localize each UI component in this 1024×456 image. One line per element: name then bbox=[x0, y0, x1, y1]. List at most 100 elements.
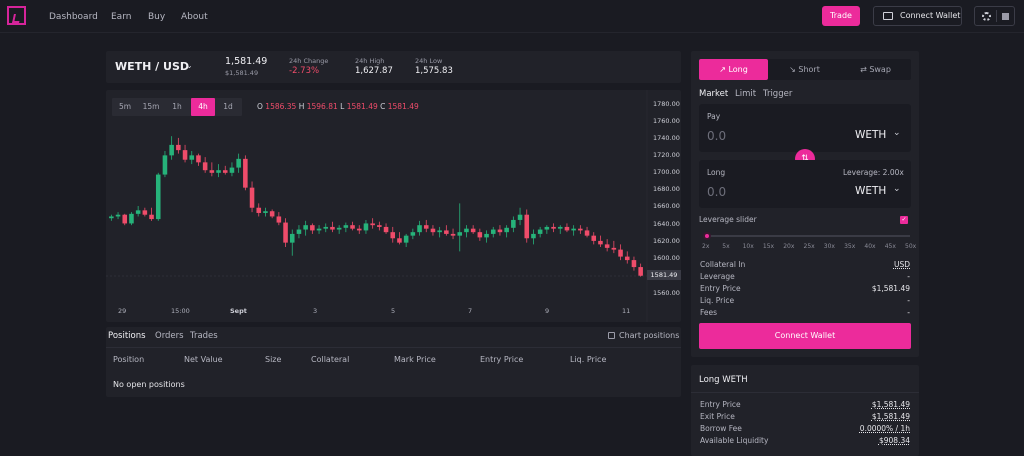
candle-body bbox=[470, 228, 476, 233]
current-price-usd: $1,581.49 bbox=[225, 69, 259, 77]
entry-price-value: $1,581.49 bbox=[871, 284, 910, 293]
candle-body bbox=[484, 233, 489, 238]
candlestick-chart[interactable] bbox=[106, 90, 681, 322]
tab-long[interactable]: ↗ Long bbox=[699, 59, 768, 80]
candle-body bbox=[202, 162, 208, 171]
chevron-down-icon[interactable]: ⌄ bbox=[186, 61, 193, 70]
candle-body bbox=[544, 226, 550, 230]
candle-body bbox=[182, 150, 188, 160]
leverage-mark[interactable]: 10x bbox=[742, 243, 754, 250]
leverage-mark[interactable]: 40x bbox=[864, 243, 876, 250]
leverage-mark[interactable]: 5x bbox=[722, 243, 730, 250]
ohlc-l-label: L bbox=[340, 102, 345, 111]
ohlc-low: 1581.49 bbox=[346, 102, 378, 111]
connect-wallet-submit-button[interactable]: Connect Wallet bbox=[699, 323, 911, 349]
info-entry-value: $1,581.49 bbox=[871, 400, 910, 409]
info-entry-label: Entry Price bbox=[700, 400, 741, 409]
leverage-mark[interactable]: 45x bbox=[884, 243, 896, 250]
tab-positions[interactable]: Positions bbox=[108, 331, 146, 341]
candle-body bbox=[504, 227, 509, 233]
tab-short-label: Short bbox=[798, 65, 820, 74]
candle-body bbox=[437, 230, 442, 233]
nav-dashboard[interactable]: Dashboard bbox=[49, 12, 98, 22]
tab-orders[interactable]: Orders bbox=[155, 331, 184, 341]
nav-earn[interactable]: Earn bbox=[111, 12, 132, 22]
connect-wallet-button[interactable]: Connect Wallet bbox=[873, 6, 962, 26]
ohlc-high: 1596.81 bbox=[306, 102, 338, 111]
candle-body bbox=[330, 226, 335, 230]
pair-selector[interactable]: WETH / USD bbox=[115, 60, 190, 73]
nav-about[interactable]: About bbox=[181, 12, 208, 22]
timeframe-1d[interactable]: 1d bbox=[223, 102, 233, 111]
candle-body bbox=[216, 170, 221, 173]
candle-body bbox=[584, 230, 590, 236]
candle-body bbox=[618, 249, 623, 257]
tab-swap-label: Swap bbox=[869, 65, 891, 74]
candle-body bbox=[611, 247, 617, 250]
candle-body bbox=[336, 227, 342, 230]
col-size: Size bbox=[265, 355, 282, 364]
y-tick-label: 1560.00 bbox=[653, 289, 680, 297]
leverage-slider-track[interactable] bbox=[707, 235, 910, 237]
candle-body bbox=[209, 170, 215, 173]
leverage-mark[interactable]: 30x bbox=[823, 243, 835, 250]
tab-short[interactable]: ↘ Short bbox=[789, 65, 820, 74]
ohlc-o-label: O bbox=[257, 102, 263, 111]
ohlc-c-label: C bbox=[380, 102, 386, 111]
logo-icon[interactable] bbox=[7, 6, 26, 25]
tab-trades[interactable]: Trades bbox=[190, 331, 218, 341]
candle-body bbox=[624, 256, 630, 261]
order-type-limit[interactable]: Limit bbox=[735, 89, 757, 99]
y-tick-label: 1760.00 bbox=[653, 117, 680, 125]
leverage-mark[interactable]: 25x bbox=[803, 243, 815, 250]
pay-input[interactable]: 0.0 bbox=[707, 129, 727, 143]
y-tick-label: 1740.00 bbox=[653, 134, 680, 142]
chart-positions-label: Chart positions bbox=[619, 331, 680, 340]
col-liq-price: Liq. Price bbox=[570, 355, 607, 364]
timeframe-4h[interactable]: 4h bbox=[191, 98, 215, 116]
timeframe-1h[interactable]: 1h bbox=[172, 102, 182, 111]
leverage-slider-label: Leverage slider bbox=[699, 215, 757, 224]
leverage-row-value: - bbox=[907, 272, 910, 281]
candle-body bbox=[578, 228, 583, 231]
candle-body bbox=[269, 211, 275, 217]
leverage-mark[interactable]: 35x bbox=[844, 243, 856, 250]
leverage-mark[interactable]: 20x bbox=[783, 243, 795, 250]
col-entry-price: Entry Price bbox=[480, 355, 524, 364]
leverage-mark[interactable]: 2x bbox=[702, 243, 710, 250]
order-type-market[interactable]: Market bbox=[699, 89, 729, 99]
long-input[interactable]: 0.0 bbox=[707, 185, 727, 199]
candle-body bbox=[390, 232, 396, 239]
candle-body bbox=[524, 214, 530, 239]
candle-body bbox=[310, 225, 315, 231]
candle-body bbox=[316, 228, 322, 231]
collateral-in-value[interactable]: USD bbox=[893, 260, 910, 269]
pay-token-select[interactable]: WETH bbox=[855, 129, 887, 141]
candle-body bbox=[350, 225, 355, 229]
connect-wallet-label: Connect Wallet bbox=[900, 11, 961, 20]
chart-positions-checkbox[interactable] bbox=[608, 332, 615, 339]
x-tick-label: Sept bbox=[230, 307, 247, 315]
y-tick-label: 1660.00 bbox=[653, 202, 680, 210]
trade-button[interactable]: Trade bbox=[822, 6, 860, 26]
candle-body bbox=[189, 155, 195, 160]
long-token-select[interactable]: WETH bbox=[855, 185, 887, 197]
chevron-down-icon[interactable]: ⌄ bbox=[893, 128, 901, 138]
candle-body bbox=[591, 235, 597, 241]
leverage-mark[interactable]: 50x bbox=[905, 243, 917, 250]
leverage-slider-checkbox[interactable]: ✓ bbox=[900, 216, 908, 224]
y-tick-label: 1720.00 bbox=[653, 151, 680, 159]
candle-body bbox=[444, 230, 449, 234]
tab-swap[interactable]: ⇄ Swap bbox=[860, 65, 891, 74]
settings-button[interactable] bbox=[974, 6, 1015, 26]
timeframe-15m[interactable]: 15m bbox=[142, 102, 160, 111]
leverage-slider-thumb[interactable] bbox=[703, 232, 711, 240]
nav-buy[interactable]: Buy bbox=[148, 12, 166, 22]
order-type-trigger[interactable]: Trigger bbox=[763, 89, 793, 99]
candle-body bbox=[283, 222, 288, 243]
y-tick-label: 1780.00 bbox=[653, 100, 680, 108]
leverage-mark[interactable]: 15x bbox=[762, 243, 775, 250]
chevron-down-icon[interactable]: ⌄ bbox=[893, 184, 901, 194]
timeframe-5m[interactable]: 5m bbox=[118, 102, 132, 111]
liq-price-label: Liq. Price bbox=[700, 296, 735, 305]
